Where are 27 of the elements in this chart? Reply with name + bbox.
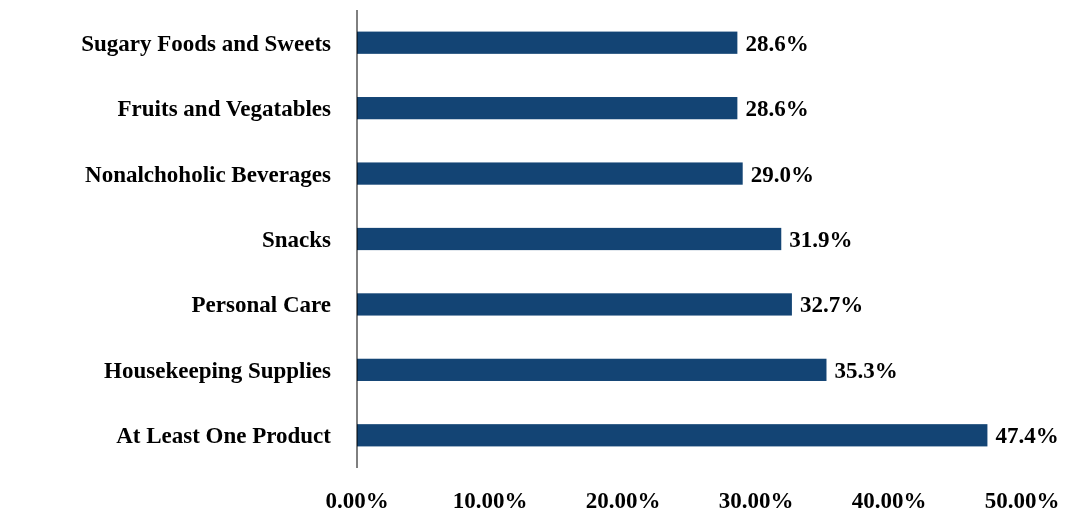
- x-tick-label: 10.00%: [452, 488, 528, 514]
- x-tick-label: 30.00%: [718, 488, 794, 514]
- y-tick-label: Housekeeping Supplies: [104, 357, 332, 383]
- data-label: 35.3%: [834, 357, 898, 383]
- y-tick-label: Personal Care: [191, 292, 331, 318]
- y-tick-label: Snacks: [261, 227, 332, 253]
- x-tick-label: 0.00%: [325, 488, 389, 514]
- y-tick-label: At Least One Product: [116, 423, 332, 449]
- data-label: 32.7%: [799, 292, 864, 318]
- bar: [357, 424, 988, 447]
- bar: [357, 162, 743, 185]
- x-tick-label: 50.00%: [984, 488, 1060, 514]
- data-label: 29.0%: [750, 161, 814, 187]
- y-tick-label: Fruits and Vegatables: [117, 96, 332, 122]
- bar: [357, 31, 738, 54]
- data-label: 28.6%: [745, 30, 809, 56]
- data-label: 47.4%: [995, 423, 1059, 449]
- x-tick-label: 20.00%: [585, 488, 661, 514]
- bar: [357, 358, 827, 381]
- y-tick-label: Sugary Foods and Sweets: [81, 30, 332, 56]
- y-tick-label: Nonalchoholic Beverages: [85, 161, 332, 187]
- bar: [357, 293, 792, 316]
- bar: [357, 97, 738, 120]
- x-tick-label: 40.00%: [851, 488, 927, 514]
- bar: [357, 227, 782, 251]
- data-label: 31.9%: [789, 227, 853, 253]
- data-label: 28.6%: [745, 96, 809, 122]
